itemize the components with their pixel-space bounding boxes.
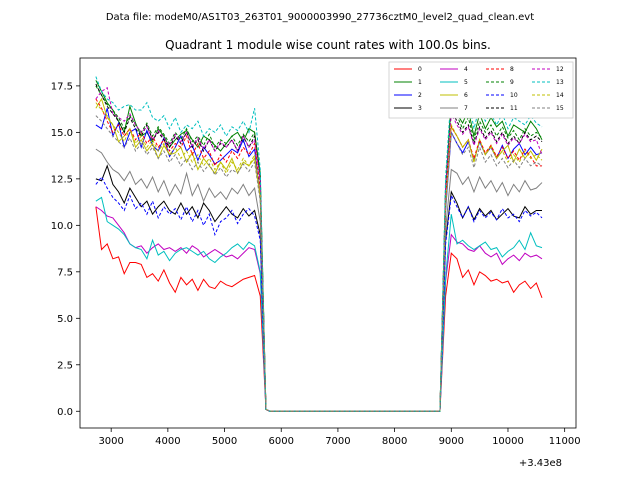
legend-frame [388,61,574,119]
series-line-15 [95,115,543,412]
series-line-3 [95,164,542,412]
series-line-6 [95,97,543,412]
x-tick-label: 10000 [492,436,524,447]
y-tick-label: 0.0 [57,407,73,418]
y-tick-label: 10.0 [51,221,73,232]
legend-label-9: 9 [510,79,514,86]
y-tick-label: 2.5 [57,360,73,371]
x-tick-label: 3000 [98,436,123,447]
series-line-10 [95,176,543,412]
chart-suptitle: Data file: modeM0/AS1T03_263T01_90000039… [106,12,534,23]
series-line-9 [95,85,543,412]
legend-label-15: 15 [556,105,564,112]
x-tick-label: 5000 [212,436,237,447]
y-tick-label: 12.5 [51,174,73,185]
x-tick-label: 8000 [382,436,407,447]
x-tick-label: 9000 [439,436,464,447]
series-line-8 [95,98,542,412]
y-tick-label: 7.5 [57,267,73,278]
series-line-4 [95,206,543,412]
series-layer [95,76,543,412]
legend-label-14: 14 [556,92,564,99]
y-tick-label: 5.0 [57,314,73,325]
series-line-14 [95,102,543,412]
legend-label-7: 7 [464,105,468,112]
legend-label-2: 2 [418,92,422,99]
series-line-13 [95,76,543,412]
legend-label-13: 13 [556,79,564,86]
y-tick-label: 15.0 [51,128,73,139]
chart-title: Quadrant 1 module wise count rates with … [165,38,491,52]
legend-label-4: 4 [464,66,468,73]
series-line-2 [95,108,543,412]
x-tick-label: 6000 [269,436,294,447]
series-line-1 [95,80,543,412]
legend-label-3: 3 [418,105,422,112]
plot-area-frame [79,57,577,429]
legend-label-1: 1 [418,79,422,86]
x-ticks: 3000 4000 5000 6000 7000 8000 9000 10000 11000 [98,428,581,447]
y-tick-label: 17.5 [51,81,73,92]
legend-label-11: 11 [510,105,518,112]
legend-label-0: 0 [418,66,422,73]
legend-label-10: 10 [510,92,518,99]
series-line-12 [95,86,543,412]
x-tick-label: 7000 [325,436,350,447]
x-offset-label: +3.43e8 [519,458,562,469]
series-line-7 [95,148,543,412]
legend-label-12: 12 [556,66,564,73]
series-line-5 [95,196,543,412]
series-line-0 [95,206,543,412]
legend-label-6: 6 [464,92,468,99]
y-ticks: 0.0 2.5 5.0 7.5 10.0 12.5 15.0 17.5 [51,81,80,418]
x-tick-label: 11000 [549,436,581,447]
x-tick-label: 4000 [155,436,180,447]
legend-label-8: 8 [510,66,514,73]
legend-label-5: 5 [464,79,468,86]
